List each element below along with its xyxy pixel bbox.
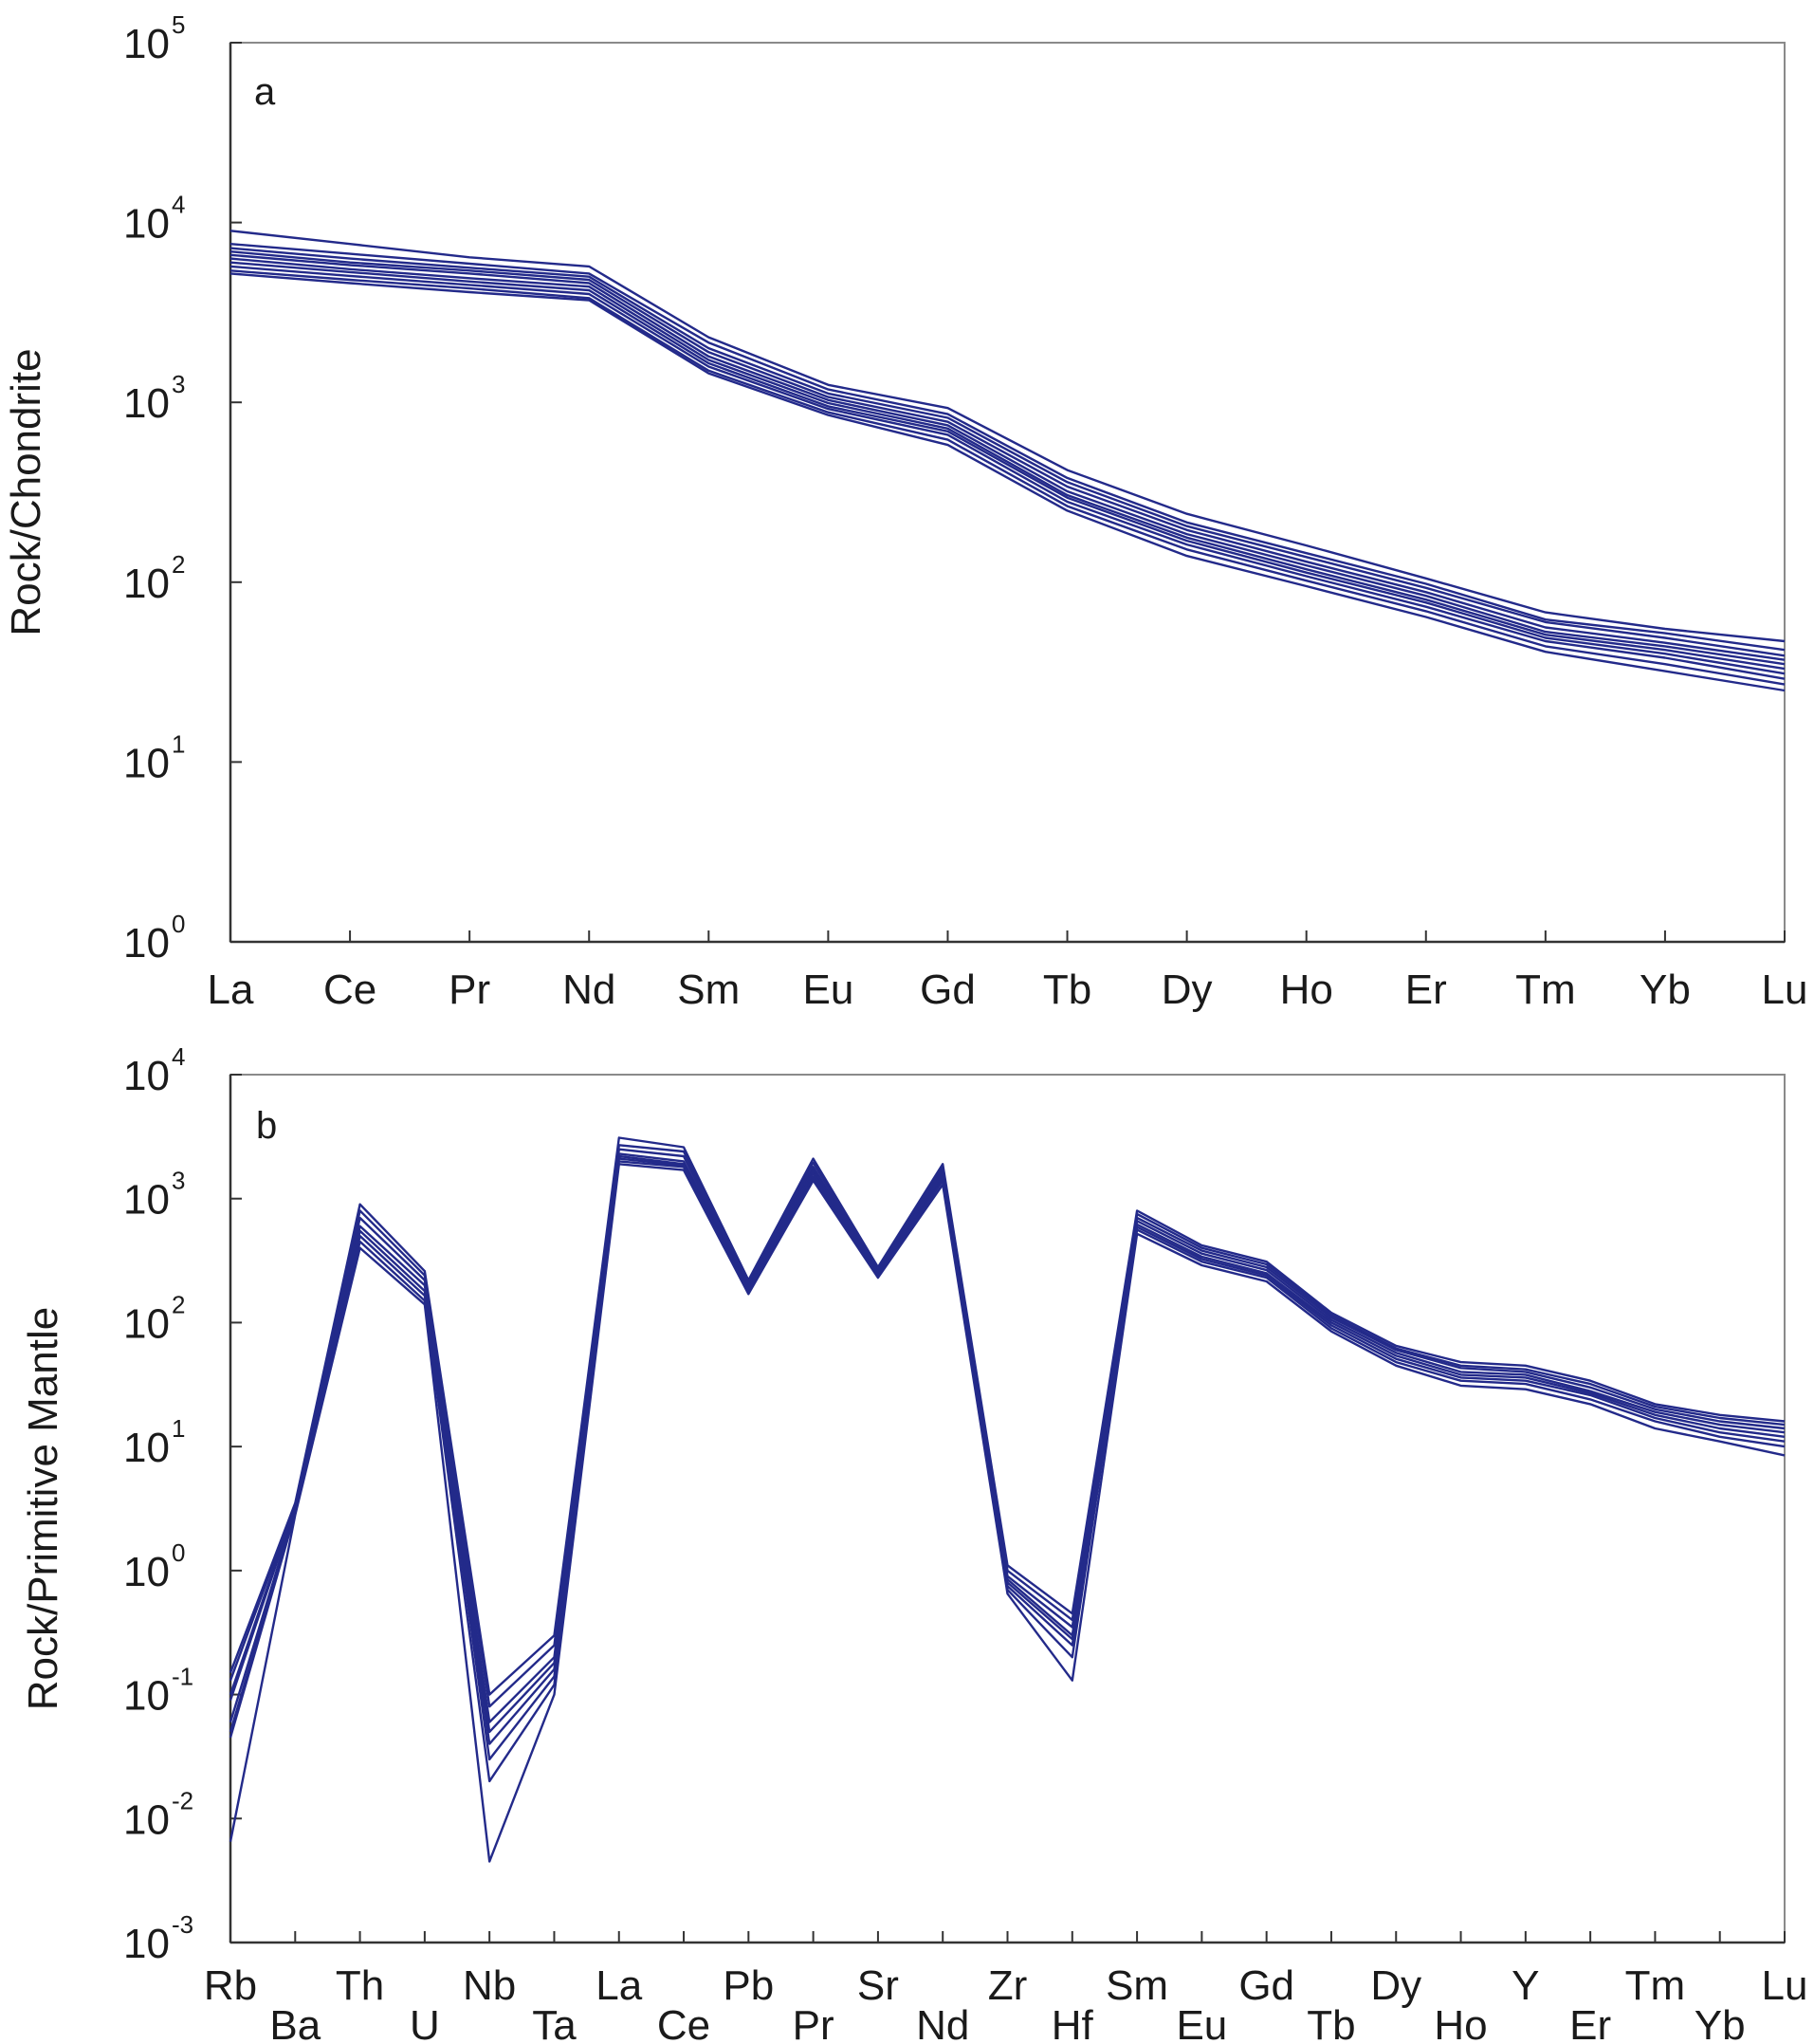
y-tick-label: 10 bbox=[123, 1177, 170, 1224]
x-tick-label: Zr bbox=[988, 1962, 1028, 2009]
y-axis-title: Rock/Primitive Mantle bbox=[20, 1307, 66, 1710]
series-line bbox=[229, 250, 1786, 661]
y-tick-exponent: 3 bbox=[172, 370, 185, 398]
series-line bbox=[229, 1160, 1786, 1783]
series-line bbox=[229, 230, 1786, 643]
x-tick-label: Rb bbox=[204, 1962, 257, 2009]
series-line bbox=[229, 247, 1786, 657]
y-tick-label: 10 bbox=[123, 1549, 170, 1595]
x-tick-label: Sr bbox=[857, 1962, 899, 2009]
series-line bbox=[229, 253, 1786, 666]
x-tick-label: Ho bbox=[1434, 2002, 1487, 2044]
series-line bbox=[229, 1163, 1786, 1863]
x-tick-label: Tb bbox=[1307, 2002, 1355, 2044]
y-tick-exponent: 2 bbox=[172, 550, 185, 579]
y-tick-exponent: 4 bbox=[172, 191, 185, 219]
y-tick-exponent: 0 bbox=[172, 1538, 185, 1567]
y-tick-label: 10 bbox=[123, 1053, 170, 1099]
panel-label: b bbox=[256, 1105, 277, 1147]
x-tick-label: Sm bbox=[1106, 1962, 1168, 2009]
x-tick-label: Er bbox=[1405, 967, 1447, 1013]
x-tick-label: Ce bbox=[657, 2002, 710, 2044]
x-tick-label: Eu bbox=[1176, 2002, 1227, 2044]
y-tick-label: 10 bbox=[123, 21, 170, 67]
x-tick-label: Hf bbox=[1052, 2002, 1094, 2044]
y-axis-title: Rock/Chondrite bbox=[3, 348, 49, 635]
x-tick-label: Th bbox=[336, 1962, 384, 2009]
y-tick-exponent: -1 bbox=[172, 1663, 193, 1691]
x-tick-label: Gd bbox=[1238, 1962, 1294, 2009]
y-tick-exponent: 1 bbox=[172, 729, 185, 758]
y-tick-label: 10 bbox=[123, 1796, 170, 1843]
x-tick-label: Ce bbox=[323, 967, 376, 1013]
x-tick-label: Pr bbox=[793, 2002, 834, 2044]
y-tick-exponent: -3 bbox=[172, 1910, 193, 1939]
x-tick-label: Sm bbox=[677, 967, 740, 1013]
y-tick-label: 10 bbox=[123, 201, 170, 248]
series-line bbox=[229, 269, 1786, 686]
x-tick-label: Pr bbox=[449, 967, 490, 1013]
y-tick-label: 10 bbox=[123, 380, 170, 427]
x-tick-label: Gd bbox=[920, 967, 976, 1013]
y-tick-exponent: 4 bbox=[172, 1042, 185, 1071]
x-tick-label: La bbox=[596, 1962, 642, 2009]
x-tick-label: Ho bbox=[1280, 967, 1333, 1013]
x-tick-label: U bbox=[410, 2002, 440, 2044]
x-tick-label: Ba bbox=[269, 2002, 321, 2044]
y-tick-label: 10 bbox=[123, 1300, 170, 1347]
x-tick-label: Yb bbox=[1640, 967, 1691, 1013]
x-tick-label: La bbox=[208, 967, 254, 1013]
x-tick-label: Eu bbox=[802, 967, 853, 1013]
series-line bbox=[229, 1154, 1786, 1745]
panel-label: a bbox=[254, 71, 276, 113]
y-tick-exponent: 1 bbox=[172, 1414, 185, 1443]
x-tick-label: Pb bbox=[723, 1962, 774, 2009]
series-line bbox=[229, 257, 1786, 671]
series-line bbox=[229, 1157, 1786, 1761]
x-tick-label: Y bbox=[1512, 1962, 1539, 2009]
x-tick-label: Tm bbox=[1625, 1962, 1686, 2009]
y-tick-label: 10 bbox=[123, 920, 170, 967]
x-tick-label: Tm bbox=[1515, 967, 1576, 1013]
x-tick-label: Nd bbox=[916, 2002, 969, 2044]
x-tick-label: Yb bbox=[1695, 2002, 1746, 2044]
y-tick-exponent: -2 bbox=[172, 1786, 193, 1814]
series-line bbox=[229, 265, 1786, 680]
plot-frame bbox=[229, 1074, 1786, 1943]
y-tick-exponent: 2 bbox=[172, 1290, 185, 1318]
x-tick-label: Tb bbox=[1043, 967, 1091, 1013]
y-tick-label: 10 bbox=[123, 1673, 170, 1720]
x-tick-label: Lu bbox=[1762, 1962, 1808, 2009]
x-tick-label: Dy bbox=[1370, 1962, 1421, 2009]
series-line bbox=[229, 261, 1786, 675]
y-tick-label: 10 bbox=[123, 1425, 170, 1471]
plot-frame bbox=[229, 42, 1786, 943]
x-tick-label: Nb bbox=[463, 1962, 516, 2009]
series-line bbox=[229, 272, 1786, 692]
x-tick-label: Nd bbox=[562, 967, 615, 1013]
x-tick-label: Er bbox=[1569, 2002, 1611, 2044]
y-tick-exponent: 3 bbox=[172, 1167, 185, 1195]
x-tick-label: Ta bbox=[532, 2002, 577, 2044]
series-line bbox=[229, 243, 1786, 652]
y-tick-label: 10 bbox=[123, 1921, 170, 1967]
y-tick-exponent: 5 bbox=[172, 10, 185, 39]
y-tick-label: 10 bbox=[123, 561, 170, 607]
series-line bbox=[229, 1144, 1786, 1708]
x-tick-label: Dy bbox=[1162, 967, 1213, 1013]
x-tick-label: Lu bbox=[1762, 967, 1808, 1013]
y-tick-label: 10 bbox=[123, 740, 170, 786]
series-line bbox=[229, 1136, 1786, 1696]
y-tick-exponent: 0 bbox=[172, 910, 185, 938]
